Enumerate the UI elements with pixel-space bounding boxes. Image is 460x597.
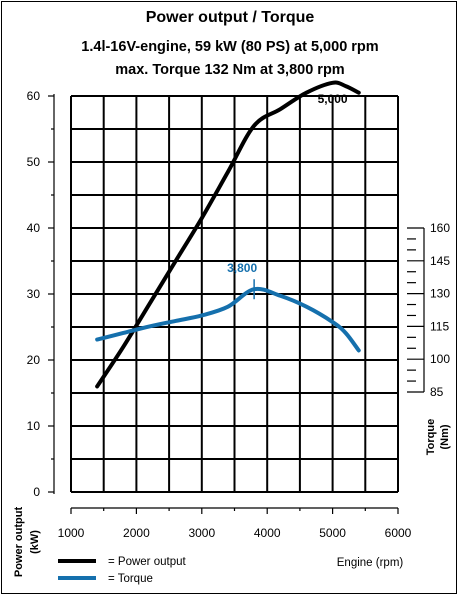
y-left-tick-label: 20	[27, 353, 41, 367]
x-tick-label: 3000	[188, 526, 215, 540]
legend-label-power: = Power output	[108, 556, 186, 568]
chart-title: Power output / Torque	[145, 9, 315, 26]
y-left-tick-label: 60	[27, 89, 41, 103]
x-tick-label: 5000	[319, 526, 346, 540]
y-left-axis-label-line2: (kW)	[29, 530, 41, 554]
y-left-tick-label: 50	[27, 155, 41, 169]
y-right-tick-label: 100	[430, 352, 450, 366]
y-right-axis-label-line2: (Nm)	[439, 424, 451, 449]
y-right-tick-label: 115	[430, 319, 449, 333]
chart-axes	[48, 94, 425, 514]
chart-subtitle-line-2: max. Torque 132 Nm at 3,800 rpm	[115, 62, 345, 78]
legend-label-torque: = Torque	[108, 573, 153, 585]
chart-subtitle-line-1: 1.4l-16V-engine, 59 kW (80 PS) at 5,000 …	[81, 39, 379, 55]
power-output-line	[95, 80, 361, 389]
chart-tick-labels: 0 10 20 30 40 50 60 1000 2000 3000 4000 5000 6000 85 1…	[27, 89, 451, 540]
chart-series	[95, 80, 361, 389]
chart-annotations: 5,000 3,800	[227, 92, 348, 300]
y-left-tick-label: 0	[33, 485, 40, 499]
legend: = Power output = Torque	[58, 556, 186, 585]
x-tick-label: 2000	[123, 526, 150, 540]
y-right-tick-label: 145	[430, 254, 450, 268]
x-axis-label: Engine (rpm)	[337, 557, 404, 569]
y-left-axis-label-line1: Power output	[13, 507, 25, 578]
x-tick-label: 1000	[58, 526, 85, 540]
x-tick-label: 6000	[385, 526, 412, 540]
x-tick-label: 4000	[254, 526, 281, 540]
chart-grid	[70, 95, 399, 493]
y-right-tick-label: 160	[430, 221, 450, 235]
y-right-axis-label-line1: Torque	[425, 419, 437, 455]
torque-line	[95, 286, 361, 353]
y-left-tick-label: 40	[27, 221, 41, 235]
y-left-tick-label: 10	[27, 419, 41, 433]
y-left-tick-label: 30	[27, 287, 41, 301]
annotation-5000: 5,000	[318, 92, 348, 106]
y-right-tick-label: 85	[430, 385, 444, 399]
annotation-3800: 3,800	[227, 261, 257, 275]
y-right-tick-label: 130	[430, 287, 450, 301]
